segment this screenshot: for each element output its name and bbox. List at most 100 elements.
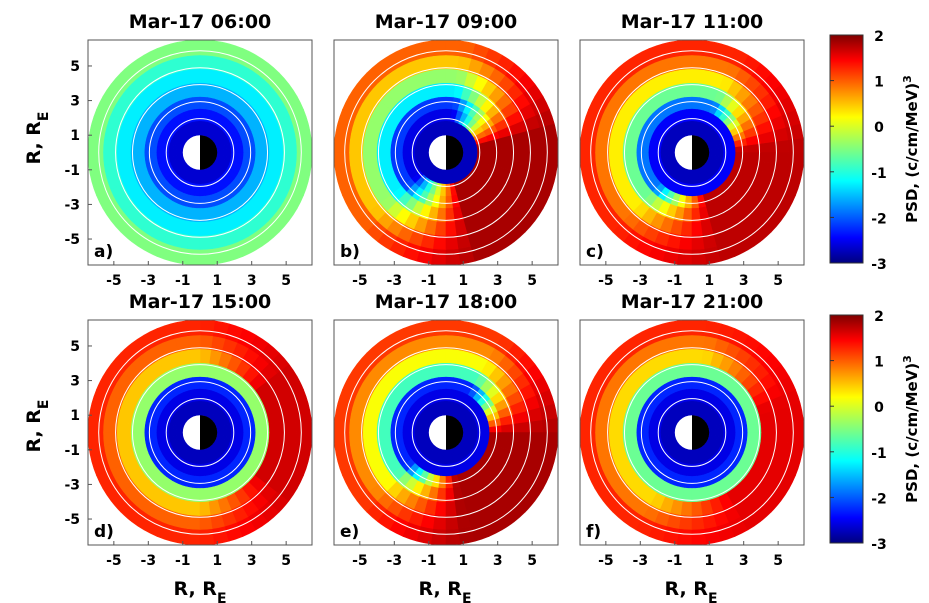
psd-cell [185, 40, 201, 57]
psd-cell [362, 421, 379, 433]
x-tick-label: -1 [421, 553, 437, 569]
l-shell-circle [148, 101, 252, 204]
psd-cell [431, 40, 447, 57]
psd-cell [680, 220, 693, 236]
psd-cell [199, 376, 208, 390]
axes-frame [333, 39, 559, 266]
psd-cell [734, 152, 748, 161]
psd-cell [462, 432, 478, 437]
panel-title: Mar-17 11:00 [621, 11, 764, 33]
earth-dayside [428, 135, 446, 170]
psd-cell [295, 417, 312, 433]
colorbar-tick-label: 2 [874, 29, 884, 45]
psd-cell [185, 320, 201, 337]
panel-title: Mar-17 18:00 [375, 291, 518, 313]
l-shell-circle [411, 398, 481, 467]
psd-cell [445, 40, 461, 57]
axes-frame [87, 39, 313, 266]
psd-cell [787, 137, 804, 153]
panel-label: a) [94, 242, 113, 262]
colorbar-tick-label: -2 [871, 491, 887, 507]
panel-label: f) [586, 522, 601, 542]
psd-cell [199, 96, 208, 110]
l-shell-circle [377, 84, 515, 221]
psd-cell [691, 69, 704, 85]
psd-cell [691, 528, 707, 545]
psd-cell [691, 320, 707, 337]
colorbar-label: PSD, (c/cm/MeV)3 [901, 75, 922, 223]
psd-cell [242, 152, 256, 161]
psd-cell [116, 141, 133, 153]
y-tick-label: 1 [70, 128, 80, 144]
psd-cell [608, 421, 625, 433]
psd-cell [541, 137, 558, 153]
x-tick-label: 3 [493, 553, 503, 569]
psd-cell [295, 432, 312, 448]
psd-cell [580, 417, 597, 433]
colorbar-tick-label: 0 [874, 400, 884, 416]
psd-cell [192, 195, 201, 209]
psd-cell [691, 40, 707, 57]
psd-cell [513, 432, 530, 444]
psd-cell [199, 320, 215, 337]
y-axis-label-top: R, RE [23, 111, 52, 164]
psd-cell [445, 69, 458, 85]
psd-cell [188, 500, 201, 516]
psd-cell [684, 195, 693, 209]
psd-cell [787, 152, 804, 168]
psd-cell [677, 320, 693, 337]
l-shell-circle [361, 67, 531, 238]
y-tick-label: -3 [64, 197, 80, 213]
panel-title: Mar-17 06:00 [129, 11, 272, 33]
axes-frame [333, 319, 559, 546]
x-axis-label-3: R, RE [664, 578, 717, 603]
colorbar-tick-label: -1 [871, 166, 887, 182]
psd-cell [144, 144, 158, 153]
x-tick-label: 1 [212, 553, 222, 569]
x-tick-label: -3 [387, 553, 403, 569]
psd-cell [541, 432, 558, 448]
l-shell-circle [165, 398, 235, 467]
colorbar-tick-label: -2 [871, 211, 887, 227]
x-tick-label: -5 [106, 553, 122, 569]
x-tick-label: 1 [458, 273, 468, 289]
psd-cell [677, 528, 693, 545]
l-shell-circle [657, 118, 727, 187]
psd-cell [199, 248, 215, 265]
psd-cell [390, 424, 404, 433]
colorbar-tick-label: -3 [871, 537, 887, 553]
l-shell-circle [411, 118, 481, 187]
y-axis-label-bottom: R, RE [23, 399, 52, 452]
panel-1: -5 -3 -1 1 3 5 5 3 1 -1 -3 -5 Mar-17 06:00 a) [64, 11, 313, 289]
x-tick-label: 3 [247, 273, 257, 289]
x-tick-label: -1 [667, 273, 683, 289]
psd-cell [192, 475, 201, 489]
x-tick-label: 3 [247, 553, 257, 569]
panel-label: e) [340, 522, 359, 542]
colorbar-label: PSD, (c/cm/MeV)3 [901, 355, 922, 503]
colorbar-tick-label: 1 [874, 75, 884, 91]
y-tick-label: -3 [64, 477, 80, 493]
x-tick-label: 1 [212, 273, 222, 289]
earth-dayside [182, 135, 200, 170]
psd-cell [144, 424, 158, 433]
psd-cell [267, 432, 284, 444]
psd-cell [199, 69, 212, 85]
panel-3: -5 -3 -1 1 3 5 Mar-17 11:00 c) [579, 11, 805, 289]
x-axis-label-2: R, RE [418, 578, 471, 603]
psd-cell [445, 248, 461, 265]
psd-cell [88, 152, 105, 168]
x-tick-label: -5 [106, 273, 122, 289]
psd-cell [88, 417, 105, 433]
psd-cell [445, 320, 461, 337]
psd-cell [691, 376, 700, 390]
x-tick-label: -3 [141, 553, 157, 569]
earth-nightside [446, 415, 464, 450]
x-tick-label: -1 [175, 553, 191, 569]
axes-frame [87, 319, 313, 546]
l-shell-circle [131, 364, 269, 501]
y-tick-label: -1 [64, 443, 80, 459]
l-shell-circle [623, 364, 761, 501]
psd-cell [334, 137, 351, 153]
